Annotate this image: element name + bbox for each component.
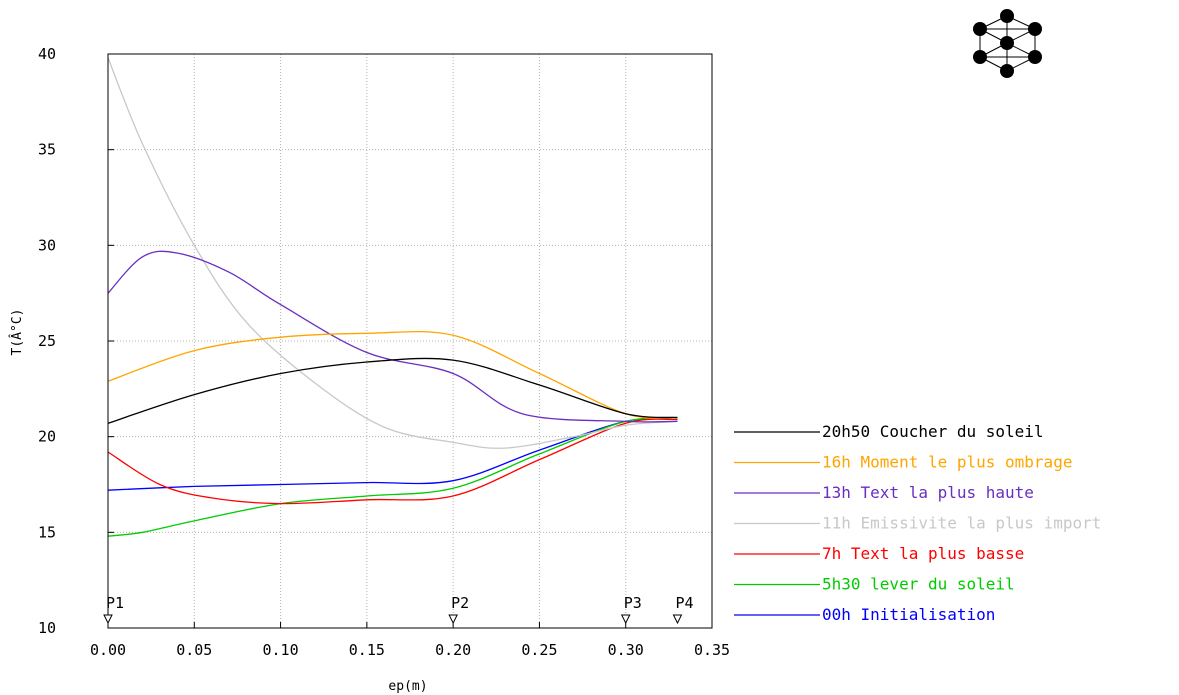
marker-triangle xyxy=(622,615,630,623)
y-axis-ticks: 10 15 20 25 30 35 40 xyxy=(38,45,114,637)
marker-triangle xyxy=(104,615,112,623)
legend-label: 11h Emissivite la plus import xyxy=(822,514,1101,533)
marker-label: P3 xyxy=(624,594,642,612)
y-axis-label: T(Â°C) xyxy=(9,309,25,356)
x-tick-label: 0.10 xyxy=(263,641,299,659)
series-line xyxy=(108,332,678,419)
y-tick-label: 20 xyxy=(38,428,56,446)
y-tick-label: 30 xyxy=(38,236,56,254)
logo-node xyxy=(973,22,987,36)
network-logo-icon xyxy=(973,9,1042,78)
legend-label: 5h30 lever du soleil xyxy=(822,575,1015,594)
y-tick-label: 25 xyxy=(38,332,56,350)
series-line xyxy=(108,251,678,422)
series-line xyxy=(108,58,678,448)
logo-node xyxy=(1028,22,1042,36)
grid-lines xyxy=(108,54,712,628)
y-tick-label: 35 xyxy=(38,141,56,159)
marker-triangle xyxy=(449,615,457,623)
series-line xyxy=(108,419,678,491)
logo-node xyxy=(1028,50,1042,64)
x-tick-label: 0.20 xyxy=(435,641,471,659)
y-tick-label: 40 xyxy=(38,45,56,63)
x-tick-label: 0.35 xyxy=(694,641,730,659)
legend: 20h50 Coucher du soleil 16h Moment le plu… xyxy=(734,422,1101,624)
logo-node xyxy=(973,50,987,64)
y-tick-label: 10 xyxy=(38,619,56,637)
x-tick-label: 0.05 xyxy=(176,641,212,659)
legend-label: 00h Initialisation xyxy=(822,605,995,624)
legend-label: 20h50 Coucher du soleil xyxy=(822,422,1044,441)
legend-label: 13h Text la plus haute xyxy=(822,483,1034,502)
marker-label: P2 xyxy=(451,594,469,612)
logo-node xyxy=(1000,36,1014,50)
legend-label: 16h Moment le plus ombrage xyxy=(822,453,1072,472)
logo-node xyxy=(1000,64,1014,78)
position-markers: P1 P2 P3 P4 xyxy=(104,594,694,623)
x-tick-label: 0.15 xyxy=(349,641,385,659)
logo-node xyxy=(1000,9,1014,23)
x-tick-label: 0.30 xyxy=(608,641,644,659)
x-tick-label: 0.25 xyxy=(521,641,557,659)
series-line xyxy=(108,358,678,423)
marker-triangle xyxy=(673,615,681,623)
legend-label: 7h Text la plus basse xyxy=(822,544,1024,563)
series-lines xyxy=(108,58,678,536)
x-axis-label: ep(m) xyxy=(388,679,427,694)
marker-label: P4 xyxy=(675,594,693,612)
marker-label: P1 xyxy=(106,594,124,612)
y-tick-label: 15 xyxy=(38,523,56,541)
x-tick-label: 0.00 xyxy=(90,641,126,659)
